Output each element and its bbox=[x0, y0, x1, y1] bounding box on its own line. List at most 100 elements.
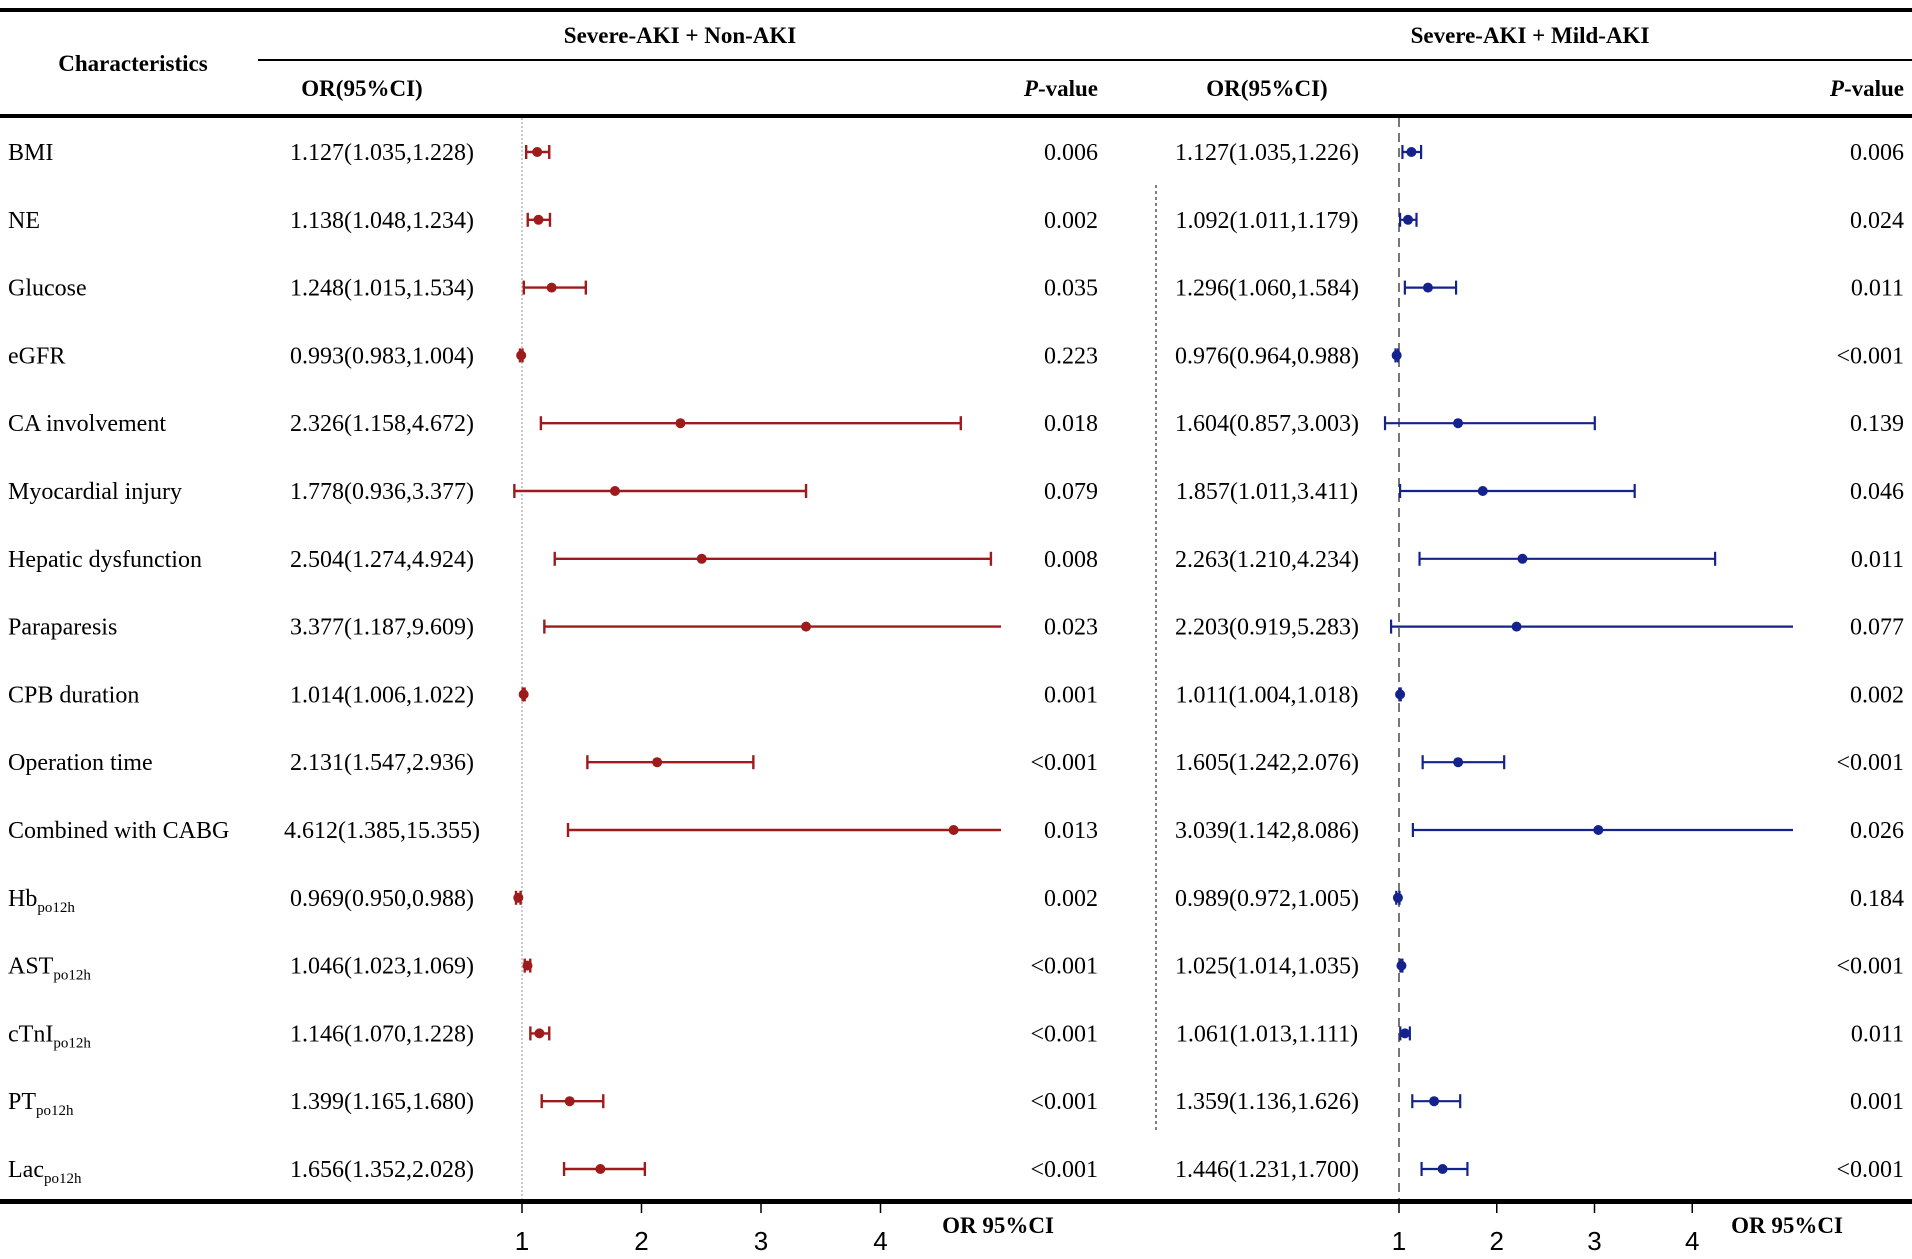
axis-ticks: 1 2 3 4 1 2 3 4 bbox=[515, 1204, 1699, 1256]
or-ci-left: 3.377(1.187,9.609) bbox=[290, 615, 474, 641]
or-ci-right: 1.025(1.014,1.035) bbox=[1175, 954, 1359, 980]
row-label-main: Lac bbox=[8, 1157, 44, 1183]
header-p-right-rest: -value bbox=[1844, 76, 1904, 101]
p-value-right: 0.011 bbox=[1851, 1021, 1904, 1047]
p-value-left: 0.223 bbox=[1044, 343, 1098, 369]
point-estimate-left bbox=[609, 486, 620, 496]
row-label-main: CA involvement bbox=[8, 411, 166, 437]
point-estimate-right bbox=[1396, 960, 1407, 971]
p-value-right: 0.184 bbox=[1850, 886, 1904, 912]
point-estimate-right bbox=[1511, 621, 1522, 632]
p-value-right: 0.011 bbox=[1851, 276, 1904, 302]
point-estimate-left bbox=[675, 418, 686, 429]
or-ci-left: 2.131(1.547,2.936) bbox=[290, 750, 474, 776]
point-estimate-right bbox=[1395, 689, 1406, 700]
point-estimate-right bbox=[1453, 418, 1464, 429]
row-label-subscript: po12h bbox=[36, 1103, 74, 1119]
bottom-rule bbox=[0, 1199, 1912, 1204]
p-value-right: 0.006 bbox=[1850, 140, 1904, 166]
point-estimate-right bbox=[1517, 553, 1528, 564]
point-estimate-right bbox=[1392, 892, 1403, 903]
tick-label-left: 4 bbox=[873, 1226, 887, 1256]
p-value-left: 0.018 bbox=[1044, 411, 1098, 437]
row-label: Lacpo12h bbox=[8, 1157, 82, 1187]
or-ci-left: 1.146(1.070,1.228) bbox=[290, 1021, 474, 1047]
row-label: Hepatic dysfunction bbox=[8, 547, 202, 573]
or-ci-left: 1.778(0.936,3.377) bbox=[290, 479, 474, 505]
point-estimate-right bbox=[1429, 1096, 1440, 1107]
point-estimate-right bbox=[1406, 147, 1417, 157]
p-value-right: <0.001 bbox=[1836, 750, 1904, 776]
p-value-right: <0.001 bbox=[1836, 954, 1904, 980]
point-estimate-right bbox=[1593, 825, 1604, 835]
p-value-left: 0.001 bbox=[1044, 682, 1098, 708]
or-ci-left: 4.612(1.385,15.355) bbox=[284, 818, 480, 844]
or-ci-left: 1.127(1.035,1.228) bbox=[290, 140, 474, 166]
point-estimate-left bbox=[513, 892, 524, 903]
or-ci-left: 0.969(0.950,0.988) bbox=[290, 886, 474, 912]
or-ci-right: 1.359(1.136,1.626) bbox=[1175, 1089, 1359, 1115]
row-label: Combined with CABG bbox=[8, 818, 229, 844]
point-estimate-left bbox=[546, 282, 557, 293]
point-estimate-right bbox=[1453, 757, 1464, 768]
or-ci-right: 3.039(1.142,8.086) bbox=[1175, 818, 1359, 844]
or-ci-left: 1.399(1.165,1.680) bbox=[290, 1089, 474, 1115]
or-ci-right: 1.061(1.013,1.111) bbox=[1176, 1021, 1358, 1047]
row-label-main: PT bbox=[8, 1089, 36, 1115]
header-or-right: OR(95%CI) bbox=[1206, 76, 1327, 101]
row-label: CPB duration bbox=[8, 682, 139, 708]
tick-label-left: 1 bbox=[515, 1226, 529, 1256]
or-ci-right: 1.857(1.011,3.411) bbox=[1176, 479, 1358, 505]
row-label-main: cTnI bbox=[8, 1021, 53, 1047]
header-p-right: P-value bbox=[1829, 76, 1904, 101]
row-label-main: BMI bbox=[8, 140, 53, 166]
row-label: Hbpo12h bbox=[8, 886, 75, 916]
header-bottom-rule bbox=[0, 114, 1912, 118]
p-value-left: <0.001 bbox=[1030, 750, 1098, 776]
point-estimate-right bbox=[1437, 1164, 1448, 1174]
tick-label-right: 1 bbox=[1392, 1226, 1406, 1256]
row-label-main: NE bbox=[8, 208, 40, 234]
point-estimate-left bbox=[518, 689, 529, 700]
point-estimate-left bbox=[652, 757, 663, 768]
point-estimate-left bbox=[696, 553, 707, 564]
point-estimate-left bbox=[595, 1164, 606, 1174]
row-label: CA involvement bbox=[8, 411, 166, 437]
p-value-right: 0.001 bbox=[1850, 1089, 1904, 1115]
point-estimate-left bbox=[522, 960, 533, 971]
or-ci-right: 1.446(1.231,1.700) bbox=[1175, 1157, 1359, 1183]
point-estimate-right bbox=[1399, 1028, 1410, 1039]
p-value-right: <0.001 bbox=[1836, 343, 1904, 369]
row-label: Glucose bbox=[8, 276, 87, 302]
p-value-right: 0.011 bbox=[1851, 547, 1904, 573]
header-p-left-rest: -value bbox=[1038, 76, 1098, 101]
or-ci-left: 2.504(1.274,4.924) bbox=[290, 547, 474, 573]
p-value-left: <0.001 bbox=[1030, 1021, 1098, 1047]
or-ci-right: 1.296(1.060,1.584) bbox=[1175, 276, 1359, 302]
or-ci-right: 1.604(0.857,3.003) bbox=[1175, 411, 1359, 437]
point-estimate-left bbox=[948, 825, 959, 835]
or-ci-right: 0.989(0.972,1.005) bbox=[1175, 886, 1359, 912]
row-label: Operation time bbox=[8, 750, 153, 776]
p-value-left: 0.079 bbox=[1044, 479, 1098, 505]
p-value-left: 0.035 bbox=[1044, 276, 1098, 302]
p-value-left: 0.002 bbox=[1044, 208, 1098, 234]
or-ci-right: 1.605(1.242,2.076) bbox=[1175, 750, 1359, 776]
p-value-right: 0.026 bbox=[1850, 818, 1904, 844]
or-ci-right: 1.127(1.035,1.226) bbox=[1175, 140, 1359, 166]
row-label: cTnIpo12h bbox=[8, 1021, 91, 1051]
or-ci-left: 1.046(1.023,1.069) bbox=[290, 954, 474, 980]
p-value-left: 0.013 bbox=[1044, 818, 1098, 844]
or-ci-left: 1.248(1.015,1.534) bbox=[290, 276, 474, 302]
p-value-right: 0.002 bbox=[1850, 682, 1904, 708]
point-estimate-right bbox=[1402, 214, 1413, 225]
row-label-main: AST bbox=[8, 954, 54, 980]
axis-label-right: OR 95%CI bbox=[1731, 1213, 1843, 1238]
row-label-main: Glucose bbox=[8, 276, 87, 302]
p-value-left: 0.023 bbox=[1044, 615, 1098, 641]
point-estimate-left bbox=[564, 1096, 575, 1107]
p-value-left: 0.002 bbox=[1044, 886, 1098, 912]
p-value-right: 0.139 bbox=[1850, 411, 1904, 437]
row-label-main: eGFR bbox=[8, 343, 65, 369]
header-p-right-italic: P bbox=[1829, 76, 1845, 101]
